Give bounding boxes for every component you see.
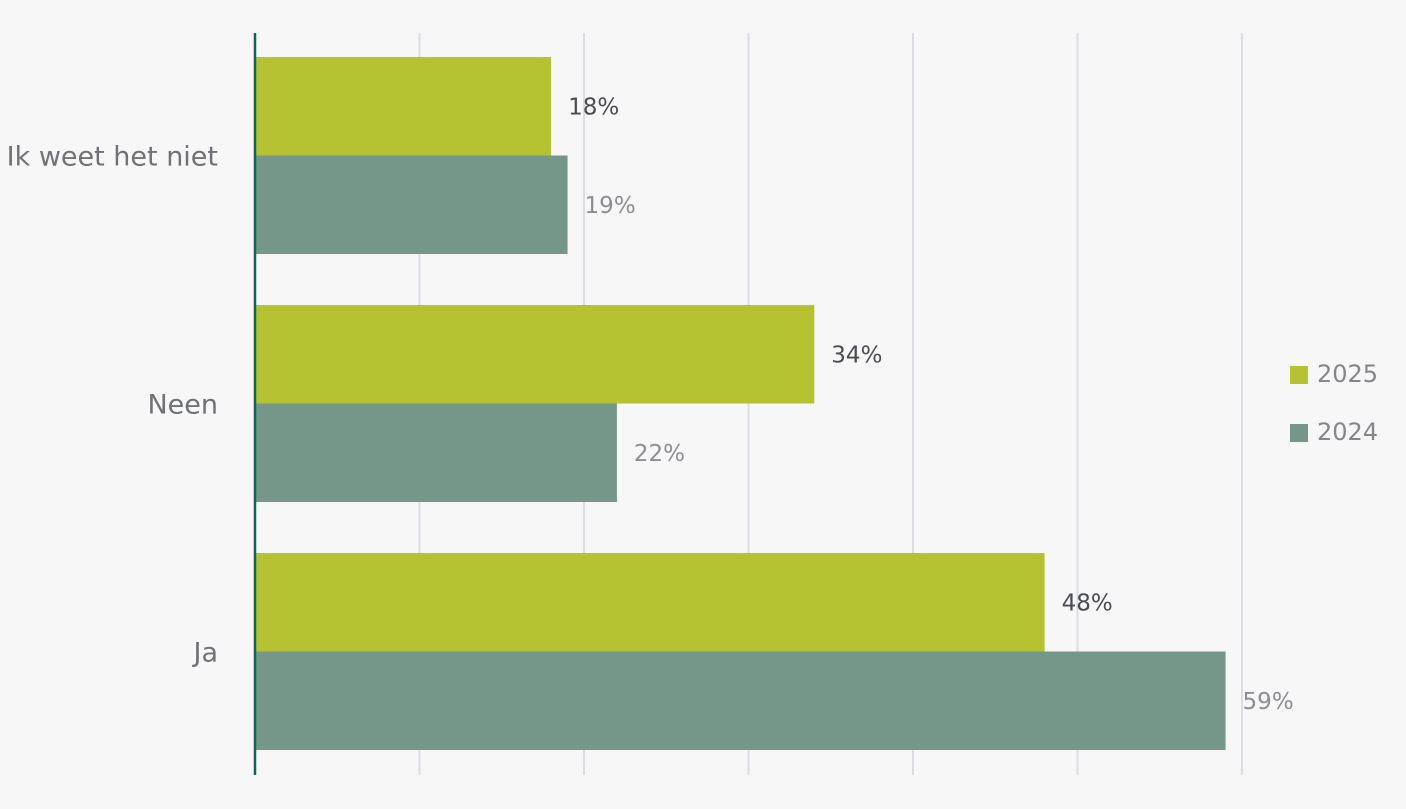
legend-swatch[interactable] xyxy=(1290,366,1308,384)
bar-2025-0[interactable] xyxy=(255,57,552,156)
legend-label[interactable]: 2024 xyxy=(1317,418,1378,446)
value-label: 19% xyxy=(585,193,636,219)
value-label: 18% xyxy=(568,94,619,120)
value-label: 22% xyxy=(634,441,685,467)
legend-label[interactable]: 2025 xyxy=(1317,360,1378,388)
bar-2025-2[interactable] xyxy=(255,553,1045,652)
bars xyxy=(255,57,1226,750)
value-label: 59% xyxy=(1243,689,1294,715)
category-label: Neen xyxy=(147,390,218,421)
value-label: 34% xyxy=(831,342,882,368)
legend[interactable]: 2025 2024 xyxy=(1290,360,1378,446)
category-label: Ja xyxy=(191,638,218,669)
bar-2024-2[interactable] xyxy=(255,651,1226,751)
value-labels: 18% 19% 34% 22% 48% 59% xyxy=(568,94,1294,715)
category-label: Ik weet het niet xyxy=(7,142,218,173)
bar-2024-1[interactable] xyxy=(255,403,617,503)
bar-2024-0[interactable] xyxy=(255,155,568,255)
value-label: 48% xyxy=(1062,590,1113,616)
category-labels: Ik weet het niet Neen Ja xyxy=(7,142,218,669)
bar-2025-1[interactable] xyxy=(255,305,815,404)
legend-swatch[interactable] xyxy=(1290,424,1308,442)
